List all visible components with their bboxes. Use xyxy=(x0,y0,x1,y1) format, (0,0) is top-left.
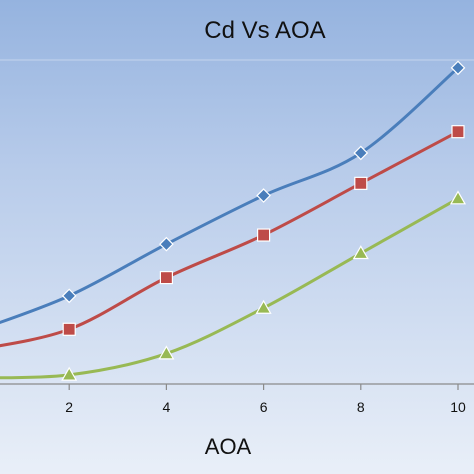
series-line xyxy=(0,130,459,348)
series-layer xyxy=(0,60,467,381)
data-point-square xyxy=(451,125,465,139)
x-tick-label: 6 xyxy=(260,399,268,415)
data-point-triangle xyxy=(255,299,272,314)
x-tick-labels: 2 4 6 8 10 xyxy=(65,399,466,415)
series-2 xyxy=(0,125,465,348)
series-line xyxy=(0,66,459,325)
x-tick-label: 2 xyxy=(65,399,73,415)
x-tick-label: 10 xyxy=(450,399,466,415)
data-point-triangle xyxy=(61,366,78,381)
data-point-diamond xyxy=(159,236,174,252)
data-point-triangle xyxy=(158,345,175,360)
series-3 xyxy=(0,190,467,381)
data-point-square xyxy=(62,322,76,336)
data-point-diamond xyxy=(353,145,369,161)
data-point-triangle xyxy=(352,245,369,260)
data-point-square xyxy=(354,176,368,190)
data-point-triangle xyxy=(449,190,467,205)
x-tick-label: 8 xyxy=(357,399,365,415)
data-point-diamond xyxy=(256,188,271,203)
data-point-diamond xyxy=(61,288,77,304)
data-point-diamond xyxy=(450,60,466,76)
data-point-square xyxy=(159,271,173,285)
x-tick-label: 4 xyxy=(163,399,171,415)
x-axis-title: AOA xyxy=(205,434,252,459)
series-line xyxy=(0,197,459,380)
series-1 xyxy=(0,60,466,325)
data-point-square xyxy=(257,228,271,242)
chart-title: Cd Vs AOA xyxy=(204,17,325,44)
x-tick-marks xyxy=(68,384,459,390)
